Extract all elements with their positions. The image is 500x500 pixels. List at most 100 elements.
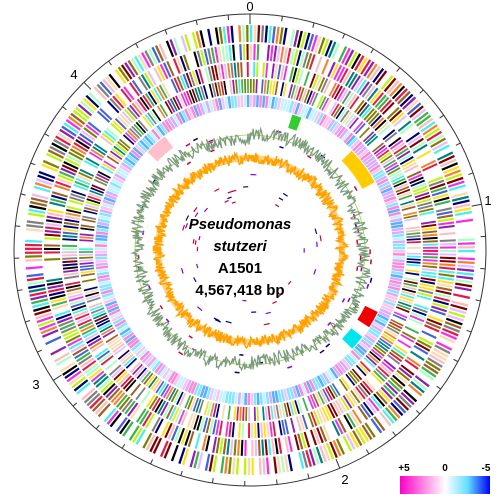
cog-gene-bar [432, 302, 449, 309]
cog-gene-bar [314, 36, 322, 53]
scale-minor-tick [15, 225, 21, 227]
identity-bar [384, 195, 397, 203]
cog-gene-bar [41, 329, 59, 338]
identity-bar [135, 346, 146, 357]
identity-bar [205, 100, 211, 114]
cog-gene-bar [335, 438, 346, 455]
identity-bar [211, 99, 217, 112]
cog-gene-bar [242, 44, 246, 61]
cog-gene-bar [289, 48, 295, 65]
cog-gene-bar [45, 226, 62, 231]
cog-gene-bar [322, 444, 331, 461]
cog-gene-bar [334, 399, 344, 414]
cog-gene-bar [319, 445, 327, 463]
cog-gene-bar [28, 283, 46, 290]
identity-bar [282, 99, 288, 112]
cog-gene-bar [94, 143, 108, 154]
identity-bar [104, 300, 118, 308]
cog-gene-bar [309, 73, 317, 89]
cog-gene-bar [422, 162, 438, 172]
cog-gene-bar [160, 421, 170, 437]
identity-bar [202, 101, 209, 114]
cog-gene-bar [143, 72, 154, 88]
cog-gene-bar [77, 136, 92, 147]
cog-gene-bar [103, 130, 117, 142]
identity-bar [186, 107, 195, 120]
cog-gene-bar [420, 120, 436, 133]
scale-minor-tick [342, 33, 346, 39]
cog-gene-bar [383, 77, 397, 93]
cog-gene-bar [85, 157, 100, 167]
cog-gene-bar [79, 262, 94, 265]
cog-gene-bar [329, 384, 339, 398]
identity-bar [256, 392, 260, 405]
cog-gene-bar [283, 454, 290, 472]
identity-bar [261, 95, 266, 108]
cog-gene-bar [224, 456, 229, 474]
cog-gene-bar [318, 96, 327, 110]
cog-gene-bar [57, 132, 73, 143]
cog-gene-bar [393, 114, 407, 127]
cog-gene-bar [333, 85, 343, 100]
cog-gene-bar [353, 77, 364, 92]
cog-gene-bar [71, 376, 87, 389]
cog-gene-bar [68, 151, 84, 161]
cog-gene-bar [384, 131, 398, 143]
cog-gene-bar [45, 335, 62, 346]
identity-bar [381, 189, 394, 197]
cog-gene-bar [266, 44, 271, 61]
identity-bar [170, 372, 179, 385]
cog-gene-bar [221, 404, 226, 419]
cog-gene-bar [85, 291, 100, 298]
cog-gene-bar [422, 250, 438, 252]
identity-bar [387, 208, 400, 214]
cog-gene-bar [439, 263, 456, 267]
cog-gene-bar [73, 183, 89, 191]
cog-gene-bar [55, 355, 72, 366]
cog-gene-bar [272, 421, 277, 437]
cog-gene-bar [406, 356, 421, 367]
cog-gene-bar [404, 325, 419, 335]
cog-gene-bar [322, 424, 331, 441]
cog-gene-bar [161, 83, 171, 98]
cog-gene-bar [44, 257, 61, 261]
cog-gene-bar [404, 99, 419, 113]
cog-gene-bar [64, 367, 80, 380]
cog-gene-bar [331, 84, 340, 99]
organism-genus: Pseudomonas [189, 216, 292, 233]
cog-gene-bar [235, 457, 240, 475]
cog-gene-bar [214, 65, 219, 81]
cog-gene-bar [79, 256, 94, 259]
cog-gene-bar [189, 396, 197, 411]
identity-bar [387, 285, 401, 292]
cog-gene-bar [162, 62, 172, 78]
identity-bar [178, 377, 187, 389]
cog-gene-bar [316, 95, 324, 109]
cog-gene-bar [218, 420, 223, 436]
inner-tick [278, 197, 284, 201]
cog-gene-bar [346, 412, 357, 428]
identity-bar [346, 354, 357, 365]
cog-gene-bar [191, 70, 199, 86]
cog-gene-bar [413, 303, 429, 310]
cog-gene-bar [406, 263, 421, 267]
identity-bar [367, 329, 380, 338]
cog-gene-bar [81, 278, 96, 283]
cog-gene-bar [152, 379, 163, 392]
identity-bar [305, 380, 314, 393]
cog-gene-bar [457, 268, 475, 272]
cog-gene-bar [142, 411, 153, 427]
cog-gene-bar [420, 280, 436, 285]
cog-gene-bar [122, 377, 135, 390]
cog-gene-bar [144, 93, 155, 107]
cog-gene-bar [317, 76, 326, 92]
cog-gene-bar [406, 252, 421, 255]
cog-gene-bar [342, 69, 352, 85]
island-block-cyan [342, 328, 363, 349]
cog-gene-bar [59, 128, 75, 140]
cog-gene-bar [264, 439, 268, 456]
identity-bar [382, 302, 395, 310]
cog-gene-bar [140, 52, 152, 69]
cog-gene-bar [124, 62, 136, 78]
cog-gene-bar [205, 418, 212, 434]
